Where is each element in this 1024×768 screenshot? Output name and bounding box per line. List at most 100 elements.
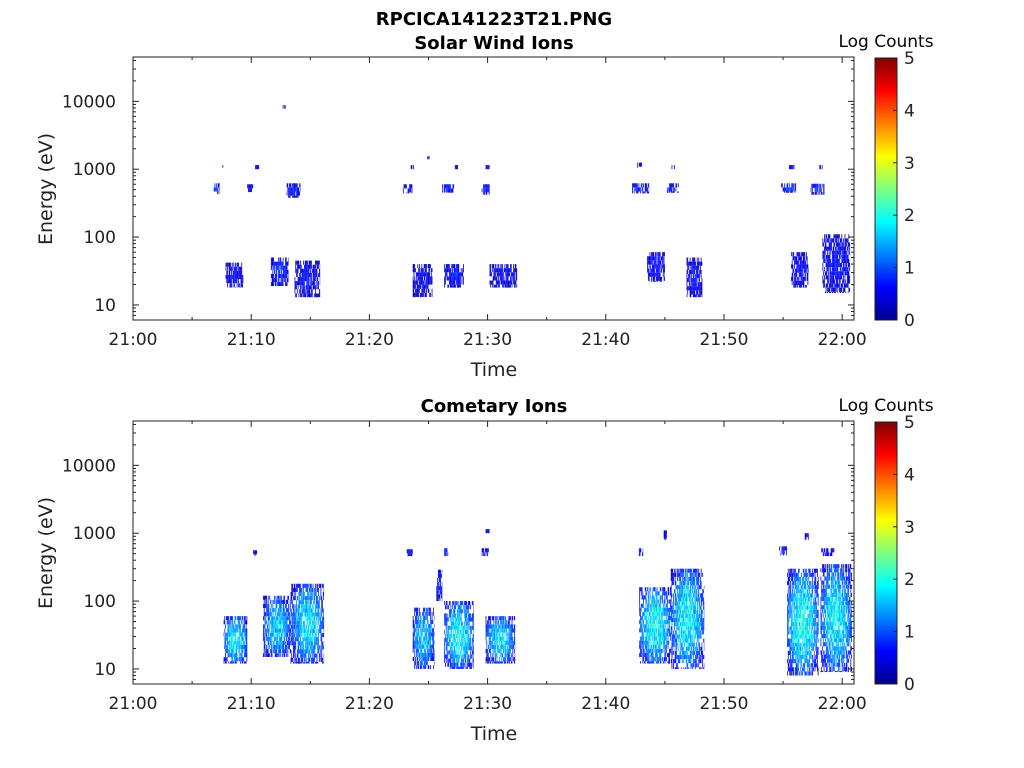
data-pixel xyxy=(455,662,457,667)
data-pixel xyxy=(836,258,838,264)
data-pixel xyxy=(314,293,316,298)
data-pixel xyxy=(318,620,319,625)
data-pixel xyxy=(308,289,310,294)
data-pixel xyxy=(467,605,469,610)
data-pixel xyxy=(317,587,319,592)
data-pixel xyxy=(449,188,451,193)
data-pixel xyxy=(304,604,306,609)
data-pixel xyxy=(231,644,233,650)
data-pixel xyxy=(296,624,298,629)
data-pixel xyxy=(315,264,316,269)
data-pixel xyxy=(640,548,642,553)
data-pixel xyxy=(827,291,828,293)
data-pixel xyxy=(307,616,308,621)
data-pixel xyxy=(444,642,446,647)
data-pixel xyxy=(414,264,416,269)
data-pixel xyxy=(281,620,283,625)
data-pixel xyxy=(817,187,819,192)
data-pixel xyxy=(277,640,279,646)
data-pixel xyxy=(232,624,234,629)
data-pixel xyxy=(422,611,424,616)
data-pixel xyxy=(426,628,428,633)
data-pixel xyxy=(468,605,470,610)
data-pixel xyxy=(294,616,296,621)
data-pixel xyxy=(318,637,319,642)
data-pixel xyxy=(239,628,241,633)
data-pixel xyxy=(236,628,238,633)
data-pixel xyxy=(419,632,420,637)
data-pixel xyxy=(299,591,301,597)
data-pixel xyxy=(652,264,654,269)
data-pixel xyxy=(455,613,457,618)
data-pixel xyxy=(836,267,838,272)
data-pixel xyxy=(493,616,495,621)
data-pixel xyxy=(278,649,280,654)
data-pixel xyxy=(666,191,668,193)
data-pixel xyxy=(661,264,663,269)
data-pixel xyxy=(839,246,840,251)
data-pixel xyxy=(424,628,426,633)
data-pixel xyxy=(291,633,293,638)
data-pixel xyxy=(308,661,310,664)
data-pixel xyxy=(505,653,507,658)
data-pixel xyxy=(650,652,652,658)
data-pixel xyxy=(319,649,321,654)
data-pixel xyxy=(322,645,324,650)
data-pixel xyxy=(829,291,831,293)
data-pixel xyxy=(647,636,648,641)
data-pixel xyxy=(417,619,419,625)
data-pixel xyxy=(463,609,465,614)
data-pixel xyxy=(788,183,790,188)
data-pixel xyxy=(272,620,274,625)
panel-2-cluster-5 xyxy=(406,549,413,557)
data-pixel xyxy=(491,644,492,650)
data-pixel xyxy=(642,620,644,625)
data-pixel xyxy=(644,624,645,629)
data-pixel xyxy=(648,648,650,653)
data-pixel xyxy=(849,263,851,268)
data-pixel xyxy=(694,290,696,295)
data-pixel xyxy=(309,616,311,621)
data-pixel xyxy=(838,250,840,255)
data-pixel xyxy=(424,288,426,293)
data-pixel xyxy=(502,276,503,281)
data-pixel xyxy=(835,242,837,247)
data-pixel xyxy=(675,187,677,192)
data-pixel xyxy=(424,284,426,289)
data-pixel xyxy=(422,644,424,649)
data-pixel xyxy=(264,624,266,629)
data-pixel xyxy=(310,260,312,265)
data-pixel xyxy=(461,272,463,277)
data-pixel xyxy=(844,254,846,259)
data-pixel xyxy=(318,657,320,662)
data-pixel xyxy=(449,280,451,285)
data-pixel xyxy=(500,280,502,285)
data-pixel xyxy=(293,195,295,198)
data-pixel xyxy=(281,640,283,646)
data-pixel xyxy=(287,616,289,621)
data-pixel xyxy=(293,657,295,662)
data-pixel xyxy=(514,280,516,285)
data-pixel xyxy=(294,628,296,634)
data-pixel xyxy=(227,628,229,633)
data-pixel xyxy=(460,284,461,288)
data-pixel xyxy=(412,264,414,269)
data-pixel xyxy=(238,640,240,645)
data-pixel xyxy=(238,632,240,637)
data-pixel xyxy=(652,272,654,277)
data-pixel xyxy=(322,591,324,597)
data-pixel xyxy=(422,652,423,657)
data-pixel xyxy=(290,187,292,192)
data-pixel xyxy=(416,272,418,277)
data-pixel xyxy=(281,636,282,641)
data-pixel xyxy=(697,290,699,295)
data-pixel xyxy=(318,260,319,265)
data-pixel xyxy=(289,640,291,646)
data-pixel xyxy=(834,271,836,276)
data-pixel xyxy=(403,184,405,189)
data-pixel xyxy=(840,271,842,276)
data-pixel xyxy=(427,632,429,637)
data-pixel xyxy=(263,653,265,657)
data-pixel xyxy=(649,591,651,596)
data-pixel xyxy=(649,272,651,277)
